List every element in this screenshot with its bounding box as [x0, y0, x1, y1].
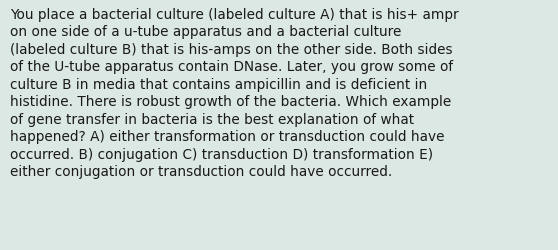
- Text: You place a bacterial culture (labeled culture A) that is his+ ampr
on one side : You place a bacterial culture (labeled c…: [10, 8, 459, 178]
